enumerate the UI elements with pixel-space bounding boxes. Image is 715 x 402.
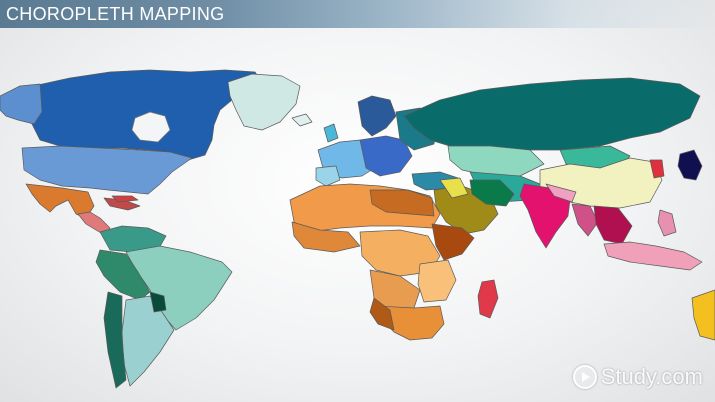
region-hudson-bay (131, 111, 171, 143)
region-usa (21, 145, 193, 195)
region-greenland (227, 73, 301, 131)
region-iran (469, 179, 515, 207)
region-australia (691, 289, 715, 341)
region-west-africa (291, 221, 361, 253)
page-title: CHOROPLETH MAPPING (6, 4, 225, 24)
region-indonesia (603, 241, 703, 271)
region-scandinavia (357, 95, 397, 137)
region-kazakhstan (447, 145, 545, 177)
watermark-text: Study.com (600, 364, 703, 389)
region-korea (649, 159, 665, 179)
region-japan (677, 149, 703, 181)
region-alaska (0, 83, 43, 125)
region-madagascar (477, 279, 499, 319)
region-mexico (25, 183, 95, 219)
region-philippines (657, 209, 677, 237)
region-nepal-bhutan (545, 183, 577, 203)
region-colombia-venezuela (99, 225, 167, 253)
region-iberia (315, 165, 341, 187)
region-angola-namibia (369, 297, 395, 331)
region-myanmar (571, 203, 599, 237)
region-paraguay (149, 291, 167, 313)
region-chile (103, 291, 127, 389)
title-bar: CHOROPLETH MAPPING (0, 0, 715, 28)
region-iceland (291, 113, 313, 127)
region-russia (403, 77, 701, 151)
play-icon (572, 365, 597, 389)
region-brazil (125, 245, 233, 331)
region-gulf-yellow (439, 177, 469, 199)
region-libya-egypt (369, 189, 435, 217)
region-uk (323, 123, 339, 143)
region-cuba (111, 195, 139, 203)
region-europe-central (359, 135, 413, 177)
region-indochina (593, 205, 633, 245)
region-horn-africa (431, 223, 475, 261)
region-east-africa (417, 259, 457, 303)
study-watermark: Study.com (572, 364, 703, 390)
